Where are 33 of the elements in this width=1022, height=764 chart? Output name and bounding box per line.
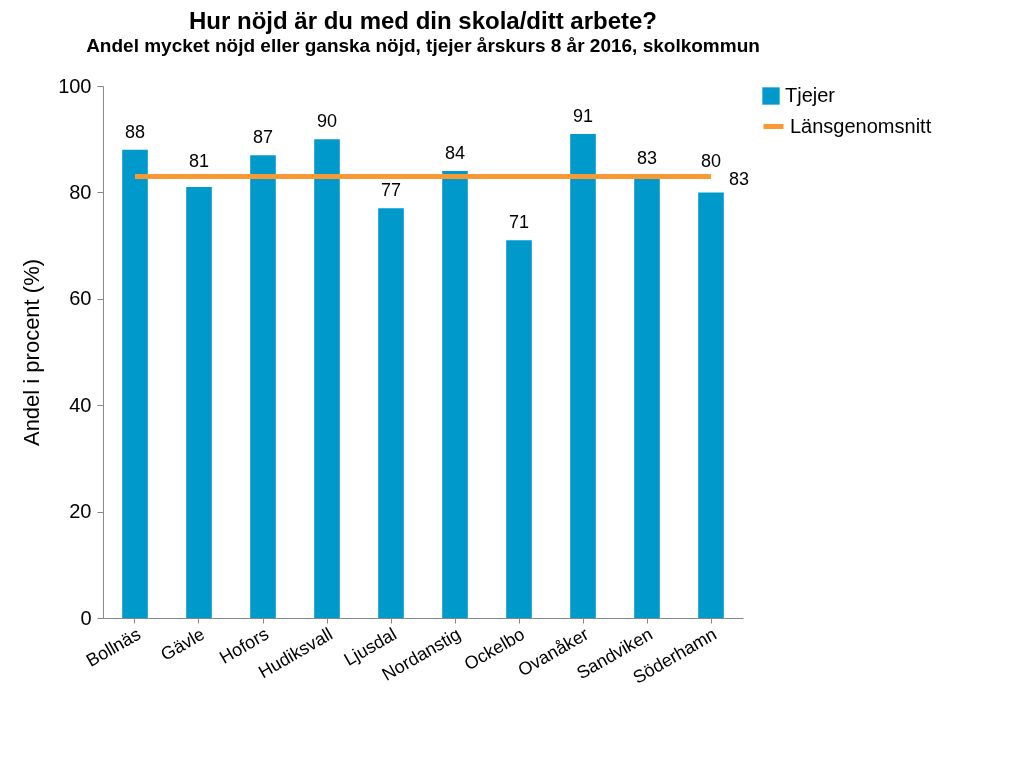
y-tick-label: 20 — [69, 500, 92, 523]
data-label: 83 — [636, 148, 658, 169]
data-label: 84 — [444, 143, 466, 164]
chart-title: Hur nöjd är du med din skola/ditt arbete? — [188, 7, 658, 34]
bar — [122, 149, 148, 618]
legend-label: Länsgenomsnitt — [790, 114, 932, 137]
y-tick-label: 0 — [80, 606, 92, 629]
bar — [378, 208, 404, 618]
y-tick-label: 60 — [69, 287, 92, 310]
x-tick-label: Gävle — [157, 623, 208, 665]
data-label: 81 — [188, 151, 210, 172]
y-axis-title: Andel i procent (%) — [19, 258, 45, 447]
bar — [634, 176, 660, 618]
y-tick-label: 80 — [69, 180, 92, 203]
y-tick-label: 100 — [58, 74, 92, 97]
bar — [442, 171, 468, 618]
data-label: 91 — [572, 105, 594, 126]
chart-subtitle: Andel mycket nöjd eller ganska nöjd, tjejer årskurs 8 år 2016, skolkommun — [86, 35, 760, 56]
legend-label: Tjejer — [785, 84, 836, 106]
data-label: 80 — [700, 151, 722, 172]
data-label: 88 — [124, 121, 146, 142]
data-label: 77 — [380, 180, 402, 201]
data-label: 71 — [508, 212, 530, 233]
data-label: 90 — [316, 111, 338, 132]
data-label: 87 — [252, 127, 274, 148]
bar — [698, 192, 724, 618]
bar — [570, 133, 596, 618]
bar — [250, 155, 276, 618]
bar — [314, 139, 340, 618]
bar — [506, 240, 532, 618]
y-tick-label: 40 — [69, 393, 92, 416]
data-label: 83 — [728, 169, 750, 190]
bar — [186, 187, 212, 618]
